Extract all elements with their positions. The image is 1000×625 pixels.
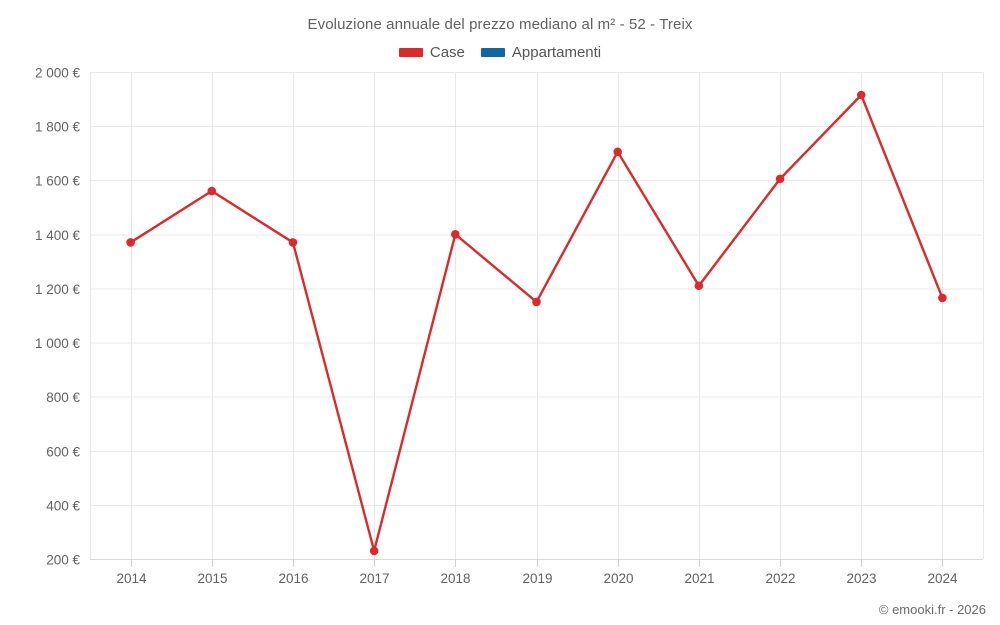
x-axis-tick-label: 2016 — [278, 571, 308, 586]
data-point-marker[interactable] — [856, 90, 866, 100]
data-point-marker[interactable] — [694, 281, 704, 291]
x-axis-tick-label: 2020 — [603, 571, 633, 586]
legend-swatch-appartamenti — [480, 48, 505, 57]
data-point-marker[interactable] — [613, 147, 622, 157]
data-point-marker[interactable] — [938, 293, 947, 303]
series-line-case — [129, 93, 944, 553]
data-point-marker[interactable] — [288, 238, 298, 247]
x-axis-tick-label: 2023 — [846, 571, 876, 586]
legend-item-case[interactable]: Case — [398, 44, 465, 61]
legend-label-case: Case — [429, 44, 465, 61]
x-axis-tick-label: 2019 — [522, 571, 552, 586]
y-axis-tick-label: 1 200 € — [35, 282, 81, 297]
chart-title: Evoluzione annuale del prezzo mediano al… — [307, 16, 693, 33]
y-axis-tick-label: 800 € — [46, 390, 80, 405]
data-point-marker[interactable] — [126, 238, 135, 247]
y-axis-tick-label: 200 € — [46, 553, 80, 568]
x-axis-tick-label: 2022 — [765, 571, 795, 586]
legend-item-appartamenti[interactable]: Appartamenti — [480, 44, 602, 61]
y-axis-tick-label: 1 600 € — [35, 174, 81, 189]
legend-label-appartamenti: Appartamenti — [511, 44, 602, 61]
data-point-marker[interactable] — [775, 174, 785, 184]
y-axis-tick-label: 2 000 € — [35, 66, 81, 81]
y-axis-tick-label: 1 000 € — [35, 336, 81, 351]
x-axis-tick-label: 2021 — [684, 571, 714, 586]
legend-swatch-case — [398, 48, 423, 57]
data-point-marker[interactable] — [532, 297, 541, 307]
x-axis-tick-label: 2018 — [440, 571, 470, 586]
y-axis-tick-label: 1 800 € — [35, 120, 81, 135]
data-point-marker[interactable] — [369, 546, 379, 556]
y-axis-tick-label: 400 € — [46, 498, 80, 513]
x-axis-tick-label: 2024 — [927, 571, 958, 586]
data-point-marker[interactable] — [451, 230, 460, 239]
credit-text: © emooki.fr - 2026 — [878, 602, 986, 617]
x-axis-tick-label: 2017 — [359, 571, 389, 586]
data-point-marker[interactable] — [207, 186, 217, 196]
x-axis-tick-label: 2014 — [116, 571, 147, 586]
chart-legend: Case Appartamenti — [0, 44, 1000, 61]
y-axis-tick-label: 1 400 € — [35, 228, 81, 243]
y-axis-tick-label: 600 € — [46, 444, 80, 459]
x-axis-tick-label: 2015 — [197, 571, 227, 586]
